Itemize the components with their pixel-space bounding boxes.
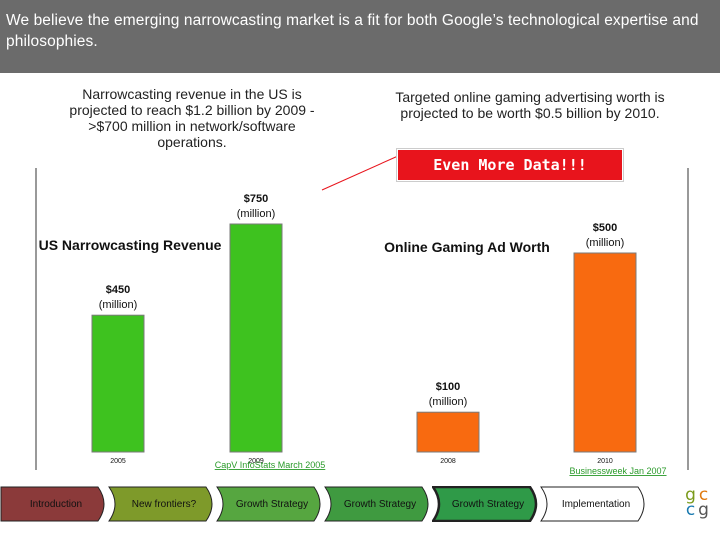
nav-item-label: Growth Strategy (235, 498, 309, 510)
logo-letter: g (685, 485, 696, 505)
bar (229, 223, 283, 453)
title-banner: We believe the emerging narrowcasting ma… (0, 0, 720, 73)
nav-item[interactable]: Implementation (540, 486, 652, 522)
data-label: $450 (106, 284, 130, 296)
bar (416, 411, 480, 453)
data-label: (million) (237, 208, 276, 220)
bar (91, 314, 145, 453)
nav-item[interactable]: Growth Strategy (216, 486, 328, 522)
nav-item-label: Introduction (29, 498, 83, 510)
data-label: $100 (436, 381, 460, 393)
data-label: $750 (244, 193, 268, 205)
logo-letter: g (698, 500, 709, 520)
nav-arrow-shape (324, 486, 429, 522)
nav-item[interactable]: Introduction (0, 486, 112, 522)
source-link[interactable]: CapV InfoStats March 2005 (215, 460, 326, 470)
nav-item[interactable]: Growth Strategy (324, 486, 436, 522)
source-link[interactable]: Businessweek Jan 2007 (569, 466, 666, 476)
chart-title: Online Gaming Ad Worth (384, 239, 550, 255)
chart-title: US Narrowcasting Revenue (39, 237, 222, 253)
nav-item-label: Growth Strategy (343, 498, 417, 510)
bar-charts: US Narrowcasting Revenue $450 (million) 200… (35, 155, 689, 476)
nav-arrow-shape (432, 486, 538, 522)
data-label: $500 (593, 222, 617, 234)
data-label: (million) (429, 396, 468, 408)
nav-item[interactable]: Growth Strategy (432, 486, 544, 522)
nav-item-label: New frontiers? (131, 498, 197, 510)
data-label: (million) (99, 299, 138, 311)
section-nav: Introduction New frontiers? Growth Strateg… (0, 486, 720, 526)
nav-arrow-shape (540, 486, 645, 522)
nav-arrow-shape (0, 486, 105, 522)
tick-label: 2008 (440, 458, 456, 465)
nav-item[interactable]: New frontiers? (108, 486, 220, 522)
data-label: (million) (586, 237, 625, 249)
bar (573, 252, 637, 453)
narrowcasting-note: Narrowcasting revenue in the US is proje… (69, 86, 315, 150)
logo-letter: c (685, 500, 696, 520)
nav-arrow-shape (216, 486, 321, 522)
nav-arrow-shape (108, 486, 213, 522)
gaming-note: Targeted online gaming advertising worth… (395, 89, 665, 121)
tick-label: 2010 (597, 458, 613, 465)
nav-item-label: Implementation (561, 498, 631, 510)
callout-box: Even More Data!!! (398, 150, 622, 180)
callout-pointer (321, 155, 399, 191)
logo-letter: c (698, 485, 709, 505)
nav-item-label: Growth Strategy (451, 498, 525, 510)
callout-text: Even More Data!!! (433, 156, 587, 174)
slide-title: We believe the emerging narrowcasting ma… (6, 12, 699, 50)
tick-label: 2009 (248, 458, 264, 465)
tick-label: 2005 (110, 458, 126, 465)
